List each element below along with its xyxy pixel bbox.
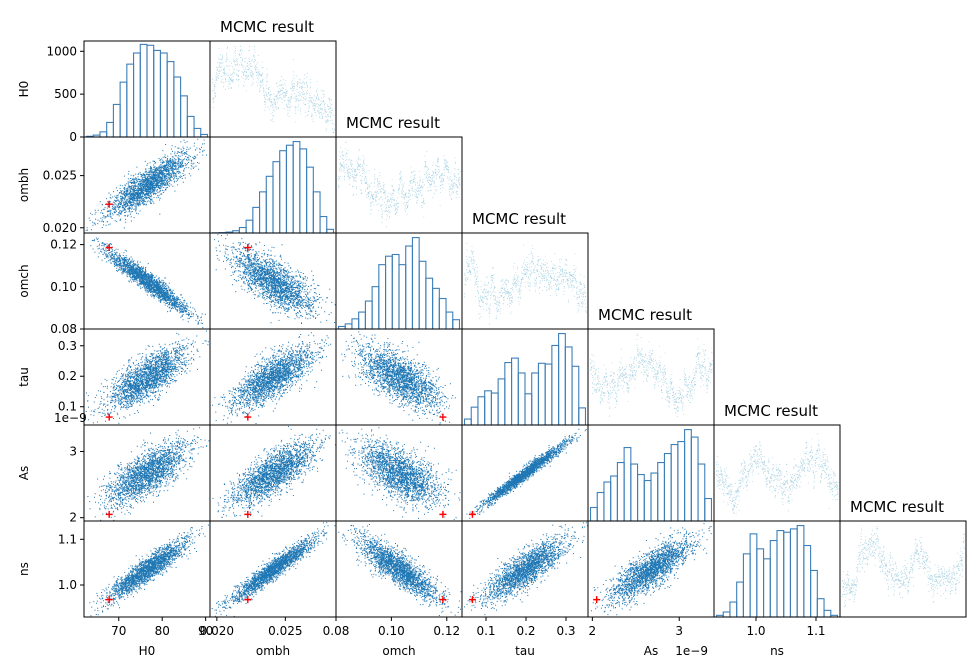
reference-marker-As-H0 bbox=[105, 510, 113, 518]
x-tick-label-omch-2: 0.12 bbox=[433, 624, 460, 638]
x-axis-label-omch: omch bbox=[382, 644, 415, 658]
scatter-ns-vs-As bbox=[591, 523, 712, 616]
reference-marker-ns-tau bbox=[468, 596, 476, 604]
scatter-omch-vs-ombh bbox=[214, 234, 336, 324]
reference-marker-As-tau bbox=[468, 510, 476, 518]
x-tick-label-tau-2: 0.3 bbox=[556, 624, 575, 638]
y-tick-label-As-0: 2 bbox=[69, 511, 77, 525]
y-tick-label-omch-0: 0.08 bbox=[50, 322, 77, 336]
y-axis-label-tau: tau bbox=[17, 367, 31, 387]
y-axis-label-As: As bbox=[17, 466, 31, 480]
reference-marker-omch-ombh bbox=[244, 244, 252, 252]
y-tick-label-ns-1: 1.1 bbox=[58, 532, 77, 546]
y-tick-label-omch-2: 0.12 bbox=[50, 238, 77, 252]
y-axis-label-omch: omch bbox=[17, 264, 31, 297]
trace-ns-frame bbox=[839, 520, 967, 618]
y-tick-label-omch-1: 0.10 bbox=[50, 280, 77, 294]
reference-marker-ns-As bbox=[593, 596, 601, 604]
x-tick-label-As-0: 2 bbox=[589, 624, 597, 638]
y-tick-label-count-1: 500 bbox=[54, 87, 77, 101]
scatter-ns-vs-ombh bbox=[211, 522, 336, 617]
x-tick-label-H0-0: 70 bbox=[111, 624, 126, 638]
scatter-tau-vs-H0 bbox=[85, 330, 209, 424]
trace-title-ns: MCMC result bbox=[850, 498, 944, 516]
x-tick-label-H0-1: 80 bbox=[155, 624, 170, 638]
reference-marker-tau-H0 bbox=[105, 413, 113, 421]
x-axis-label-tau: tau bbox=[515, 644, 535, 658]
trace-line-H0 bbox=[212, 45, 335, 133]
x-tick-label-ns-1: 1.1 bbox=[806, 624, 825, 638]
scatter-ns-vs-omch bbox=[338, 524, 462, 616]
trace-title-H0: MCMC result bbox=[220, 18, 314, 36]
x-tick-label-ombh-0: 0.020 bbox=[200, 624, 234, 638]
x-axis-label-ombh: ombh bbox=[256, 644, 290, 658]
x-tick-label-omch-1: 0.10 bbox=[378, 624, 405, 638]
scatter-omch-vs-H0 bbox=[90, 237, 206, 329]
reference-marker-tau-omch bbox=[439, 413, 447, 421]
x-offset-label-As: 1e−9 bbox=[675, 644, 708, 658]
cell-As-H0-bg bbox=[84, 425, 210, 521]
reference-marker-omch-H0 bbox=[105, 244, 113, 252]
trace-title-omch: MCMC result bbox=[472, 210, 566, 228]
reference-marker-ombh-H0 bbox=[105, 200, 113, 208]
reference-marker-As-ombh bbox=[244, 510, 252, 518]
scatter-tau-vs-omch bbox=[341, 331, 456, 425]
x-tick-label-ns-0: 1.0 bbox=[746, 624, 765, 638]
reference-marker-tau-ombh bbox=[244, 413, 252, 421]
trace-title-tau: MCMC result bbox=[598, 306, 692, 324]
y-offset-label-As: 1e−9 bbox=[54, 411, 87, 425]
y-tick-label-count-0: 0 bbox=[69, 130, 77, 144]
scatter-ns-vs-H0 bbox=[89, 524, 209, 617]
x-tick-label-tau-0: 0.1 bbox=[476, 624, 495, 638]
reference-marker-As-omch bbox=[439, 510, 447, 518]
scatter-As-vs-tau bbox=[466, 428, 587, 519]
y-tick-label-ns-0: 1.0 bbox=[58, 578, 77, 592]
scatter-As-vs-H0 bbox=[87, 427, 210, 521]
x-axis-label-ns: ns bbox=[770, 644, 784, 658]
y-tick-label-ombh-0: 0.020 bbox=[43, 221, 77, 235]
scatter-As-vs-ombh bbox=[212, 426, 336, 518]
y-tick-label-tau-0: 0.1 bbox=[58, 400, 77, 414]
x-axis-label-As: As bbox=[644, 644, 658, 658]
scatter-As-vs-omch bbox=[338, 427, 461, 520]
x-tick-label-ombh-1: 0.025 bbox=[268, 624, 302, 638]
x-tick-label-H0-2: 90 bbox=[198, 624, 213, 638]
y-tick-label-As-1: 3 bbox=[69, 444, 77, 458]
trace-ns-bg bbox=[840, 521, 966, 617]
y-axis-label-H0: H0 bbox=[17, 81, 31, 98]
y-axis-label-ombh: ombh bbox=[17, 168, 31, 202]
trace-title-ombh: MCMC result bbox=[346, 114, 440, 132]
trace-As-bg bbox=[714, 425, 840, 521]
trace-title-As: MCMC result bbox=[724, 402, 818, 420]
reference-marker-ns-ombh bbox=[244, 596, 252, 604]
reference-marker-ns-omch bbox=[439, 596, 447, 604]
y-tick-label-ombh-1: 0.025 bbox=[43, 169, 77, 183]
scatter-ombh-vs-H0 bbox=[85, 138, 207, 231]
x-tick-label-As-1: 3 bbox=[675, 624, 683, 638]
trace-ombh-bg bbox=[336, 137, 462, 233]
y-tick-label-tau-1: 0.2 bbox=[58, 369, 77, 383]
scatter-tau-vs-ombh bbox=[212, 332, 332, 424]
x-axis-label-H0: H0 bbox=[139, 644, 156, 658]
y-axis-label-ns: ns bbox=[17, 562, 31, 576]
trace-line-ombh bbox=[338, 141, 461, 228]
trace-tau-bg bbox=[588, 329, 714, 425]
reference-marker-ns-H0 bbox=[105, 596, 113, 604]
x-tick-label-omch-0: 0.08 bbox=[323, 624, 350, 638]
y-tick-label-count-2: 1000 bbox=[46, 44, 77, 58]
x-tick-label-tau-1: 0.2 bbox=[516, 624, 535, 638]
y-tick-label-tau-2: 0.3 bbox=[58, 339, 77, 353]
